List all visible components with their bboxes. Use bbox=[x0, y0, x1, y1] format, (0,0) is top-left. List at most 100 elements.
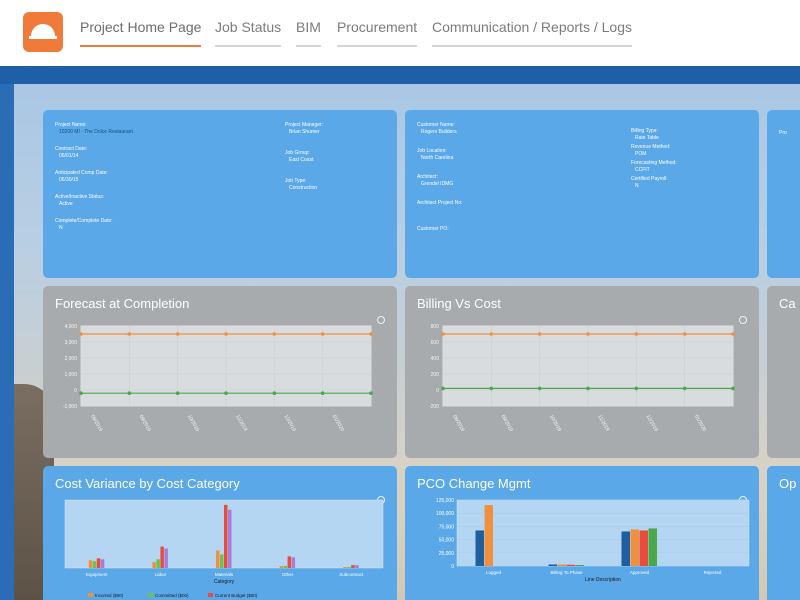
field-value: 06/30/15 bbox=[59, 177, 79, 183]
bar bbox=[220, 554, 224, 568]
field-value: Active bbox=[59, 201, 73, 207]
field-label: Project Manager: bbox=[285, 122, 324, 128]
data-point bbox=[369, 332, 373, 336]
y-tick-label: 400 bbox=[431, 356, 440, 362]
x-tick-label: Approved bbox=[630, 570, 650, 575]
bar bbox=[557, 564, 566, 566]
field-value: 06/01/14 bbox=[59, 153, 79, 159]
tab-project-home-page[interactable]: Project Home Page bbox=[80, 19, 202, 47]
data-point bbox=[175, 391, 180, 395]
data-point bbox=[79, 332, 83, 336]
billing-vs-cost-card: Billing Vs Cost 800 600 400 200 0 -200 08/2019… bbox=[405, 286, 759, 458]
x-tick-label: Other bbox=[282, 572, 294, 577]
cost-variance-svg: Equipment Labor Materials Other Subcontract C… bbox=[64, 499, 384, 598]
field-value: Grendel IDMG bbox=[421, 181, 454, 187]
field-label: Job Group: bbox=[285, 150, 310, 156]
dashboard-header-stripe bbox=[0, 66, 800, 84]
bar bbox=[228, 509, 232, 568]
data-point bbox=[320, 332, 325, 336]
partial-chart-title: Ca bbox=[779, 296, 796, 311]
bar bbox=[548, 564, 557, 566]
x-tick-label: 10/2019 bbox=[548, 414, 562, 433]
logo-dome-shape bbox=[31, 24, 55, 36]
bar bbox=[287, 556, 292, 568]
plot-area bbox=[456, 499, 750, 567]
field-label: Architect Project No: bbox=[417, 200, 463, 206]
field-value: 10200 MI - The Dolce Restaurant bbox=[59, 129, 133, 135]
bar bbox=[343, 567, 347, 568]
data-point bbox=[586, 332, 590, 336]
field-label: Forecasting Method: bbox=[631, 160, 677, 166]
data-point bbox=[272, 332, 277, 336]
pco-change-card: PCO Change Mgmt 125,000 100,000 75,000 50,0… bbox=[405, 466, 759, 600]
customer-info-card: Customer Name: Rogers Builders Job Locatio… bbox=[405, 110, 759, 278]
bar bbox=[630, 529, 639, 566]
bar bbox=[355, 565, 359, 568]
data-point bbox=[224, 332, 228, 336]
chart-settings-icon[interactable] bbox=[739, 316, 747, 324]
y-tick-label: 800 bbox=[431, 324, 440, 330]
field-label: Anticipated Comp Date: bbox=[55, 170, 108, 176]
bar bbox=[156, 559, 160, 568]
data-point bbox=[441, 386, 445, 391]
data-point bbox=[224, 391, 228, 395]
field-label: Job Location: bbox=[417, 148, 447, 154]
legend-swatch bbox=[88, 593, 93, 597]
field-value: Rate Table bbox=[635, 135, 659, 141]
partial-bottom-card: Op bbox=[767, 466, 800, 600]
y-tick-label: 2,000 bbox=[64, 356, 77, 362]
x-tick-label: 01/2020 bbox=[331, 414, 345, 433]
x-tick-label: 12/2019 bbox=[645, 414, 659, 433]
field-label: Complete/Complete Date: bbox=[55, 218, 113, 224]
data-point bbox=[489, 386, 494, 391]
bar bbox=[152, 562, 156, 568]
bar bbox=[347, 567, 351, 568]
data-point bbox=[731, 386, 735, 391]
legend-swatch bbox=[208, 593, 213, 597]
tab-job-status[interactable]: Job Status bbox=[215, 19, 282, 47]
bar bbox=[639, 530, 648, 566]
forecast-chart-title: Forecast at Completion bbox=[55, 296, 190, 311]
pco-change-svg: 125,000 100,000 75,000 50,000 25,000 0 Logged B… bbox=[436, 498, 750, 583]
y-tick-label: 600 bbox=[431, 340, 440, 346]
project-card-partial: Pro bbox=[767, 110, 800, 278]
cost-variance-title: Cost Variance by Cost Category bbox=[55, 476, 240, 491]
data-point bbox=[634, 386, 639, 391]
bar bbox=[279, 566, 284, 568]
forecast-chart-svg: 4,000 3,000 2,000 1,000 0 -1,000 08/2019 09/201… bbox=[63, 324, 373, 433]
x-tick-label: 11/2019 bbox=[596, 414, 610, 433]
tab-procurement[interactable]: Procurement bbox=[337, 19, 418, 47]
bar bbox=[160, 546, 164, 568]
partial-bottom-title: Op bbox=[779, 476, 797, 491]
bar bbox=[164, 548, 168, 568]
x-tick-label: 09/2019 bbox=[138, 414, 152, 433]
y-tick-label: -1,000 bbox=[63, 404, 77, 410]
cost-variance-card: Cost Variance by Cost Category Equipment… bbox=[43, 466, 397, 600]
y-tick-label: 25,000 bbox=[439, 551, 455, 557]
legend-label: Committed ($00) bbox=[155, 593, 189, 598]
data-point bbox=[682, 386, 687, 391]
data-point bbox=[127, 332, 132, 336]
x-tick-label: Rejected bbox=[704, 570, 722, 575]
chart-settings-icon[interactable] bbox=[377, 316, 385, 324]
bar bbox=[566, 564, 575, 566]
y-tick-label: 4,000 bbox=[64, 324, 77, 330]
data-point bbox=[489, 332, 494, 336]
bar bbox=[216, 550, 220, 568]
dome-logo-icon[interactable] bbox=[23, 12, 63, 52]
x-tick-label: 08/2019 bbox=[451, 414, 465, 433]
y-tick-label: 0 bbox=[74, 388, 77, 394]
data-point bbox=[441, 332, 445, 336]
bar bbox=[291, 557, 296, 568]
tab-communication-reports-logs[interactable]: Communication / Reports / Logs bbox=[432, 19, 632, 47]
x-tick-label: Logged bbox=[486, 570, 502, 575]
y-tick-label: 75,000 bbox=[439, 524, 455, 530]
field-value: Construction bbox=[289, 185, 318, 191]
data-point bbox=[634, 332, 639, 336]
data-point bbox=[272, 391, 277, 395]
field-value: CCFIT bbox=[635, 167, 650, 173]
billing-vs-cost-svg: 800 600 400 200 0 -200 08/2019 09/2019 10/2019 11… bbox=[429, 324, 735, 433]
field-value: POM bbox=[635, 151, 647, 157]
left-sidebar-strip bbox=[0, 84, 14, 600]
tab-bim[interactable]: BIM bbox=[296, 19, 321, 47]
